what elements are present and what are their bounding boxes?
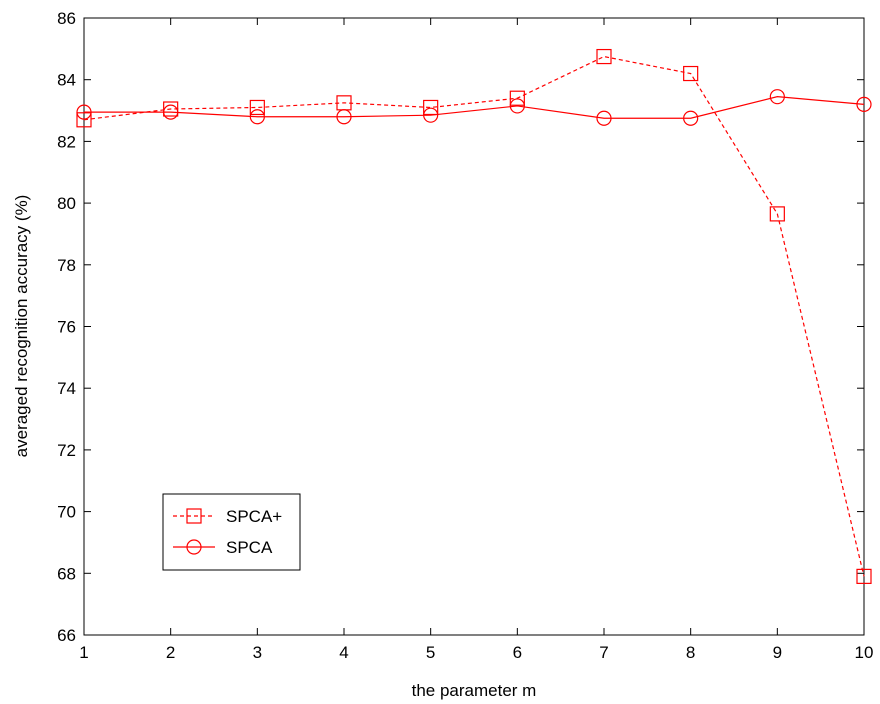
data-point bbox=[509, 90, 525, 106]
legend: SPCA+ SPCA bbox=[162, 493, 301, 571]
data-point bbox=[249, 109, 265, 125]
x-tick-label: 5 bbox=[426, 643, 435, 662]
data-point bbox=[163, 101, 179, 117]
legend-marker bbox=[186, 508, 202, 524]
y-tick-label: 70 bbox=[57, 503, 76, 522]
legend-label: SPCA bbox=[226, 538, 273, 557]
data-point bbox=[249, 99, 265, 116]
data-point bbox=[683, 110, 699, 126]
legend-label: SPCA+ bbox=[226, 507, 282, 526]
data-point bbox=[683, 65, 699, 82]
x-tick-label: 8 bbox=[686, 643, 695, 662]
series-line bbox=[84, 96, 865, 119]
y-tick-label: 86 bbox=[57, 9, 76, 28]
data-point bbox=[769, 89, 785, 105]
x-tick-label: 2 bbox=[166, 643, 175, 662]
y-tick-label: 74 bbox=[57, 379, 76, 398]
data-point bbox=[76, 112, 92, 128]
x-tick-label: 3 bbox=[253, 643, 262, 662]
y-tick-label: 68 bbox=[57, 564, 76, 583]
data-point bbox=[856, 96, 872, 112]
x-axis-title: the parameter m bbox=[412, 681, 537, 700]
y-tick-label: 82 bbox=[57, 132, 76, 151]
x-tick-label: 9 bbox=[773, 643, 782, 662]
data-point bbox=[336, 109, 352, 125]
x-tick-label: 4 bbox=[339, 643, 348, 662]
y-tick-label: 66 bbox=[57, 626, 76, 645]
y-tick-label: 84 bbox=[57, 71, 76, 90]
data-point bbox=[423, 99, 439, 116]
data-point bbox=[856, 568, 872, 584]
y-tick-label: 76 bbox=[57, 318, 76, 337]
data-point bbox=[509, 98, 525, 114]
data-point bbox=[423, 107, 439, 123]
series-line bbox=[83, 55, 865, 577]
data-point bbox=[596, 110, 612, 126]
x-tick-label: 10 bbox=[855, 643, 874, 662]
data-point bbox=[163, 104, 179, 120]
x-tick-label: 1 bbox=[79, 643, 88, 662]
series-spca- bbox=[76, 48, 872, 584]
legend-box bbox=[162, 493, 301, 571]
y-tick-label: 78 bbox=[57, 256, 76, 275]
data-point bbox=[596, 48, 612, 65]
data-point bbox=[76, 104, 92, 120]
y-axis-title: averaged recognition accuracy (%) bbox=[12, 195, 31, 458]
series-spca bbox=[76, 89, 872, 126]
data-point bbox=[769, 206, 785, 222]
x-tick-label: 7 bbox=[599, 643, 608, 662]
legend-marker bbox=[186, 539, 202, 555]
y-tick-label: 72 bbox=[57, 441, 76, 460]
y-tick-label: 80 bbox=[57, 194, 76, 213]
x-tick-label: 6 bbox=[513, 643, 522, 662]
series-layer bbox=[76, 48, 872, 584]
